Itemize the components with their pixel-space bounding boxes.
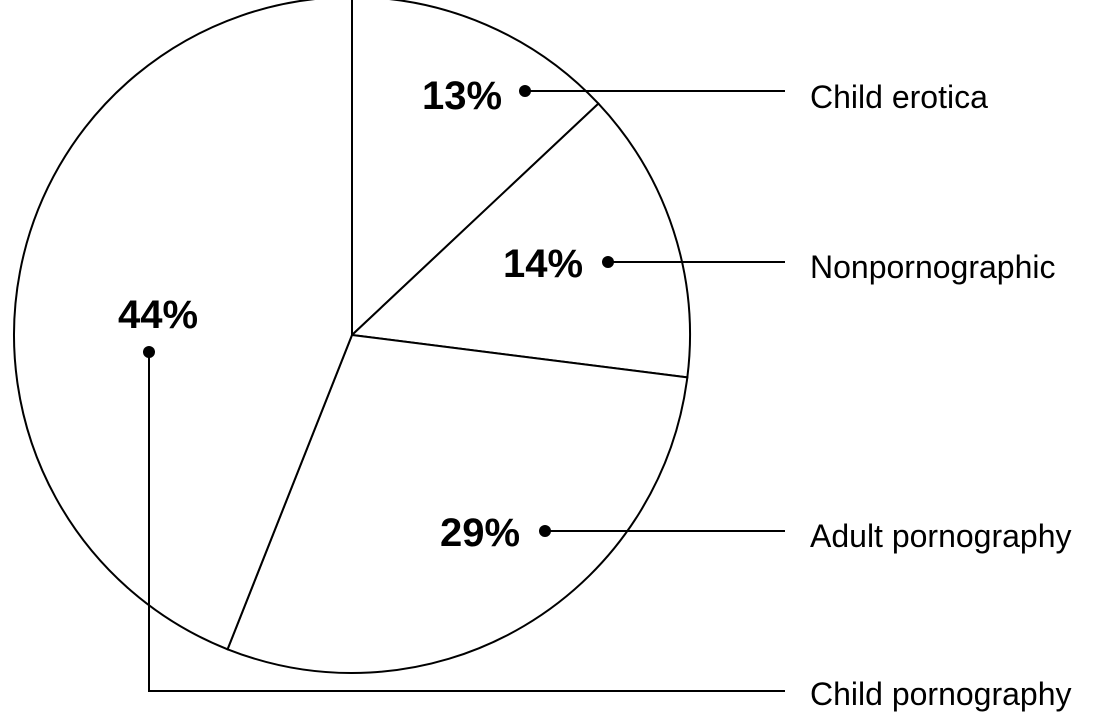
chart-labels: 13% Child erotica 14% Nonpornographic 29% Adu…: [118, 74, 1072, 712]
category-label-nonpornographic: Nonpornographic: [810, 249, 1056, 285]
leader-line-child-pornography: [148, 352, 785, 692]
value-label-child-erotica: 13%: [422, 74, 502, 118]
slice-adult-pornography: [226, 333, 689, 674]
slice-child-pornography: [13, 0, 353, 651]
leader-lines: [143, 85, 785, 692]
value-label-child-pornography: 44%: [118, 293, 198, 337]
leader-dot-child-pornography: [143, 346, 155, 358]
value-label-adult-pornography: 29%: [440, 511, 520, 555]
slice-nonpornographic: [349, 102, 691, 379]
category-label-adult-pornography: Adult pornography: [810, 518, 1072, 554]
slice-child-erotica: [351, 0, 600, 338]
pie-slices: [13, 0, 691, 674]
leader-dot-nonpornographic: [602, 256, 614, 268]
value-label-nonpornographic: 14%: [503, 242, 583, 286]
leader-dot-child-erotica: [519, 85, 531, 97]
category-label-child-pornography: Child pornography: [810, 676, 1072, 712]
leader-dot-adult-pornography: [539, 525, 551, 537]
category-label-child-erotica: Child erotica: [810, 79, 988, 115]
